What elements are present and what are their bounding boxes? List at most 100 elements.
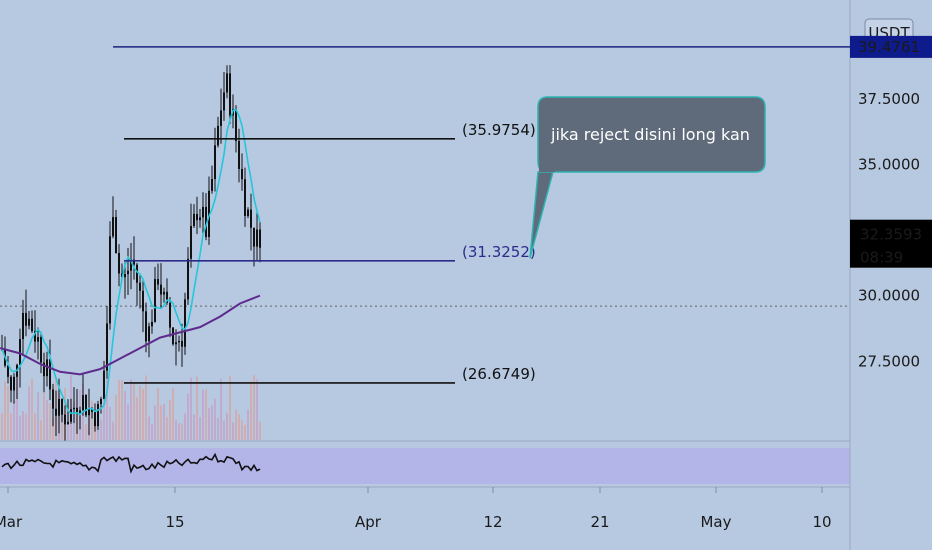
volume-bar-13 bbox=[40, 420, 42, 440]
candle-body-36 bbox=[109, 236, 111, 324]
candle-body-29 bbox=[88, 408, 90, 416]
price-axis-ticks: 37.5000 35.0000 30.0000 27.5000 bbox=[858, 90, 920, 371]
candle-body-44 bbox=[133, 259, 135, 265]
top-level-tag-text: 39.4761 bbox=[858, 38, 920, 56]
level-label-35: (35.9754) bbox=[462, 121, 536, 139]
volume-bar-40 bbox=[121, 380, 123, 440]
volume-bar-55 bbox=[166, 416, 168, 440]
volume-bar-72 bbox=[217, 417, 219, 440]
price-tick-3: 27.5000 bbox=[858, 352, 920, 370]
volume-bar-5 bbox=[16, 376, 18, 440]
volume-bar-16 bbox=[49, 403, 51, 440]
volume-bar-4 bbox=[13, 400, 15, 440]
volume-bar-73 bbox=[220, 378, 222, 440]
countdown-text: 08:39 bbox=[860, 249, 903, 267]
candle-body-21 bbox=[64, 414, 66, 425]
volume-bar-86 bbox=[259, 421, 261, 440]
candle-body-81 bbox=[244, 179, 246, 216]
volume-bar-51 bbox=[154, 405, 156, 440]
ma-slow-line bbox=[0, 294, 261, 376]
candle-body-2 bbox=[7, 365, 9, 377]
volume-bar-12 bbox=[37, 392, 39, 440]
volume-bar-49 bbox=[148, 416, 150, 440]
candle-body-64 bbox=[193, 213, 195, 227]
candle-body-22 bbox=[67, 421, 69, 425]
candle-body-66 bbox=[199, 217, 201, 221]
volume-bar-75 bbox=[226, 412, 228, 440]
time-tick-0: Mar bbox=[0, 513, 23, 531]
volume-bar-71 bbox=[214, 398, 216, 440]
volume-bar-59 bbox=[178, 423, 180, 440]
candle-body-20 bbox=[61, 398, 63, 415]
candle-body-45 bbox=[136, 264, 138, 283]
volume-bar-79 bbox=[238, 414, 240, 440]
callout-join bbox=[539, 160, 555, 172]
volume-bar-61 bbox=[184, 413, 186, 440]
volume-bar-83 bbox=[250, 381, 252, 440]
candle-body-38 bbox=[115, 217, 117, 254]
candle-body-43 bbox=[130, 259, 132, 271]
candle-body-71 bbox=[214, 145, 216, 180]
volume-bar-17 bbox=[52, 418, 54, 440]
candle-body-72 bbox=[217, 125, 219, 146]
candles bbox=[1, 65, 261, 441]
candle-body-53 bbox=[160, 284, 162, 295]
volume-bar-20 bbox=[61, 407, 63, 440]
candle-body-23 bbox=[70, 409, 72, 422]
candle-body-14 bbox=[43, 362, 45, 377]
volume-bar-34 bbox=[103, 387, 105, 440]
candle-body-25 bbox=[76, 407, 78, 413]
candle-body-24 bbox=[73, 407, 75, 410]
level-label-31: (31.3252) bbox=[462, 243, 536, 261]
volume-bar-10 bbox=[31, 378, 33, 440]
volume-bar-77 bbox=[232, 422, 234, 440]
candle-body-8 bbox=[25, 312, 27, 326]
candle-body-58 bbox=[175, 342, 177, 345]
time-tick-3: 12 bbox=[483, 513, 502, 531]
candle-body-9 bbox=[28, 318, 30, 326]
candle-body-19 bbox=[58, 398, 60, 416]
volume-bar-56 bbox=[169, 399, 171, 440]
volume-bar-48 bbox=[145, 375, 147, 440]
time-tick-5: May bbox=[700, 513, 731, 531]
volume-bar-7 bbox=[22, 410, 24, 440]
volume-bar-9 bbox=[28, 386, 30, 440]
candle-body-35 bbox=[106, 323, 108, 371]
callout-bubble bbox=[537, 96, 766, 173]
volume-bar-52 bbox=[157, 388, 159, 440]
volume-bar-38 bbox=[115, 394, 117, 440]
time-tick-6: 10 bbox=[812, 513, 831, 531]
candle-body-65 bbox=[196, 213, 198, 221]
candle-body-6 bbox=[19, 339, 21, 365]
volume-bar-2 bbox=[7, 385, 9, 440]
time-tick-4: 21 bbox=[590, 513, 609, 531]
volume-bar-1 bbox=[4, 381, 6, 440]
candle-body-32 bbox=[97, 404, 99, 427]
candle-body-85 bbox=[256, 229, 258, 247]
volume-bar-41 bbox=[124, 391, 126, 440]
volume-bar-46 bbox=[139, 385, 141, 440]
candle-body-27 bbox=[82, 395, 84, 411]
candle-body-59 bbox=[178, 340, 180, 343]
volume-bar-68 bbox=[205, 389, 207, 440]
candle-body-55 bbox=[166, 291, 168, 303]
volume-bar-81 bbox=[244, 424, 246, 440]
volume-bar-35 bbox=[106, 378, 108, 440]
candle-body-75 bbox=[226, 73, 228, 93]
volume-bar-3 bbox=[10, 413, 12, 440]
price-tick-0: 37.5000 bbox=[858, 90, 920, 108]
candle-body-83 bbox=[250, 209, 252, 228]
candle-body-17 bbox=[52, 389, 54, 409]
volume-bar-58 bbox=[175, 419, 177, 440]
candle-body-34 bbox=[103, 370, 105, 399]
volume-bar-54 bbox=[163, 404, 165, 440]
volume-bar-74 bbox=[223, 420, 225, 440]
candle-body-4 bbox=[13, 376, 15, 391]
volume-bar-63 bbox=[190, 377, 192, 440]
volume-bar-15 bbox=[46, 400, 48, 440]
volume-bar-62 bbox=[187, 393, 189, 440]
candle-body-79 bbox=[238, 141, 240, 169]
volume-bar-39 bbox=[118, 379, 120, 440]
candle-body-61 bbox=[184, 299, 186, 347]
